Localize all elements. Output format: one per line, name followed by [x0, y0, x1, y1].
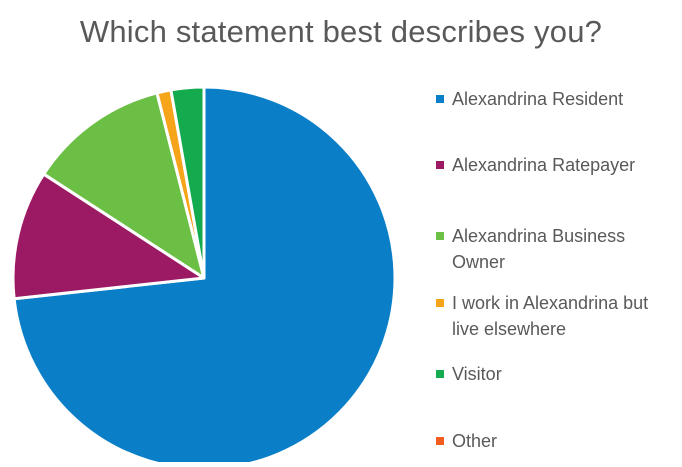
legend-item-resident: Alexandrina Resident	[436, 86, 676, 112]
legend-swatch-work-live-elsewhere	[436, 299, 444, 307]
legend-swatch-resident	[436, 95, 444, 103]
pie-slice-visitor	[169, 85, 206, 280]
legend-item-other: Other	[436, 428, 676, 454]
legend-swatch-ratepayer	[436, 161, 444, 169]
chart-title: Which statement best describes you?	[79, 14, 603, 49]
legend-swatch-business-owner	[436, 232, 444, 240]
pie-slice-ratepayer	[11, 172, 206, 301]
pie-slice-business-owner	[42, 91, 206, 280]
legend-label-visitor: Visitor	[452, 364, 502, 384]
legend-swatch-other	[436, 437, 444, 445]
legend-item-visitor: Visitor	[436, 361, 676, 387]
legend-item-work-live-elsewhere: I work in Alexandrina but live elsewhere	[436, 290, 676, 342]
legend-label-resident: Alexandrina Resident	[452, 89, 624, 109]
legend-label-work-live-elsewhere: I work in Alexandrina but live elsewhere	[452, 293, 649, 339]
legend-item-ratepayer: Alexandrina Ratepayer	[436, 152, 676, 178]
legend-label-business-owner: Alexandrina Business Owner	[452, 226, 626, 272]
legend-label-other: Other	[452, 431, 498, 451]
legend-swatch-visitor	[436, 370, 444, 378]
legend-item-business-owner: Alexandrina Business Owner	[436, 223, 676, 275]
legend-label-ratepayer: Alexandrina Ratepayer	[452, 155, 636, 175]
